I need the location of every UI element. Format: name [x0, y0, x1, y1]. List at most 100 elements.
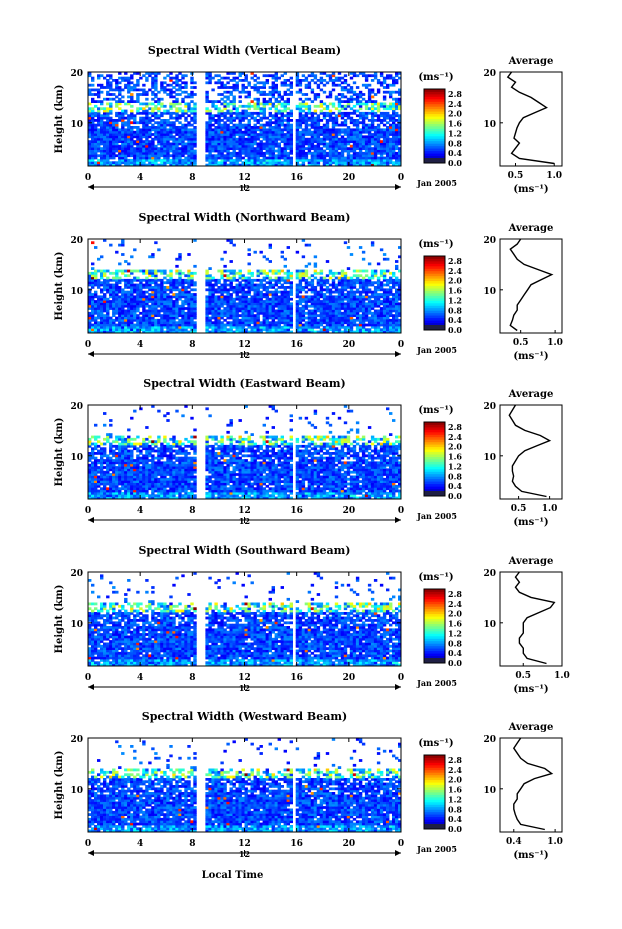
heatmap-cell [398, 133, 402, 136]
heatmap-cell [208, 133, 212, 136]
heatmap-cell [286, 309, 290, 313]
heatmap-cell [389, 151, 393, 155]
heatmap-cell [88, 90, 92, 94]
heatmap-cell [232, 302, 236, 306]
heatmap-cell [118, 321, 122, 325]
heatmap-cell [214, 325, 218, 329]
heatmap-cell [355, 147, 360, 150]
heatmap-cell [389, 128, 393, 132]
heatmap-cell [298, 133, 303, 136]
heatmap-cell [145, 156, 149, 160]
heatmap-cell [103, 114, 107, 118]
heatmap-cell [94, 304, 98, 308]
heatmap-cell [193, 130, 197, 134]
heatmap-cell [106, 74, 110, 78]
heatmap-cell [223, 269, 227, 273]
heatmap-cell [301, 128, 306, 132]
heatmap-cell [190, 156, 194, 160]
heatmap-cell [259, 302, 263, 306]
heatmap-cell [109, 318, 113, 322]
heatmap-cell [331, 142, 336, 146]
heatmap-cell [298, 130, 303, 134]
heatmap-cell [91, 328, 95, 332]
heatmap-cell [325, 130, 330, 134]
heatmap-cell [268, 297, 272, 301]
heatmap-cell [395, 130, 399, 134]
heatmap-cell [253, 123, 257, 127]
heatmap-cell [181, 123, 185, 127]
heatmap-cell [136, 304, 140, 308]
heatmap-cell [386, 121, 390, 125]
heatmap-cell [205, 302, 209, 306]
heatmap-cell [205, 133, 209, 136]
heatmap-cell [349, 286, 354, 289]
heatmap-cell [118, 307, 122, 310]
heatmap-cell [271, 151, 275, 155]
heatmap-cell [298, 307, 303, 310]
heatmap-cell [184, 316, 188, 320]
heatmap-cell [154, 147, 158, 150]
heatmap-cell [151, 321, 155, 325]
heatmap-cell [229, 325, 233, 329]
heatmap-cell [361, 121, 366, 125]
heatmap-cell [346, 300, 351, 303]
heatmap-cell [265, 323, 269, 327]
heatmap-cell [163, 142, 167, 146]
heatmap-cell [274, 107, 278, 111]
heatmap-cell [232, 158, 236, 162]
heatmap-cell [241, 321, 245, 325]
heatmap-cell [229, 293, 233, 296]
heatmap-cell [154, 158, 158, 162]
heatmap-cell [319, 133, 324, 136]
heatmap-cell [166, 161, 170, 165]
heatmap-cell [289, 297, 293, 301]
heatmap-cell [226, 102, 230, 106]
heatmap-cell [244, 311, 248, 315]
heatmap-cell [175, 156, 179, 160]
heatmap-cell [124, 260, 128, 263]
heatmap-cell [235, 314, 239, 317]
heatmap-cell [274, 276, 278, 280]
heatmap-cell [226, 309, 230, 313]
heatmap-cell [283, 109, 287, 113]
heatmap-cell [398, 137, 402, 141]
heatmap-cell [181, 163, 185, 167]
heatmap-cell [386, 140, 390, 143]
heatmap-cell [352, 151, 357, 155]
heatmap-cell [223, 278, 227, 282]
heatmap-cell [226, 323, 230, 327]
heatmap-cell [259, 321, 263, 325]
heatmap-cell [190, 95, 194, 99]
heatmap-cell [322, 133, 327, 136]
heatmap-cell [334, 286, 339, 289]
heatmap-cell [106, 140, 110, 143]
heatmap-cell [214, 158, 218, 162]
heatmap-cell [295, 161, 300, 165]
heatmap-cell [157, 114, 161, 118]
heatmap-cell [112, 121, 116, 125]
heatmap-cell [160, 297, 164, 301]
heatmap-cell [232, 276, 236, 280]
heatmap-cell [145, 93, 149, 96]
heatmap-cell [322, 130, 327, 134]
heatmap-cell [223, 264, 227, 268]
heatmap-cell [310, 154, 315, 158]
heatmap-cell [145, 302, 149, 306]
heatmap-cell [283, 325, 287, 329]
heatmap-cell [343, 325, 348, 329]
heatmap-cell [395, 128, 399, 132]
heatmap-cell [181, 109, 185, 113]
heatmap-cell [382, 76, 387, 80]
heatmap-cell [94, 246, 98, 249]
heatmap-cell [370, 79, 375, 82]
heatmap-cell [181, 140, 185, 143]
heatmap-cell [139, 144, 143, 148]
heatmap-cell [172, 321, 176, 325]
heatmap-cell [172, 137, 176, 141]
heatmap-cell [337, 318, 342, 322]
heatmap-cell [229, 321, 233, 325]
heatmap-cell [97, 295, 101, 299]
heatmap-cell [232, 102, 236, 106]
heatmap-cell [373, 158, 378, 162]
heatmap-cell [262, 300, 266, 303]
